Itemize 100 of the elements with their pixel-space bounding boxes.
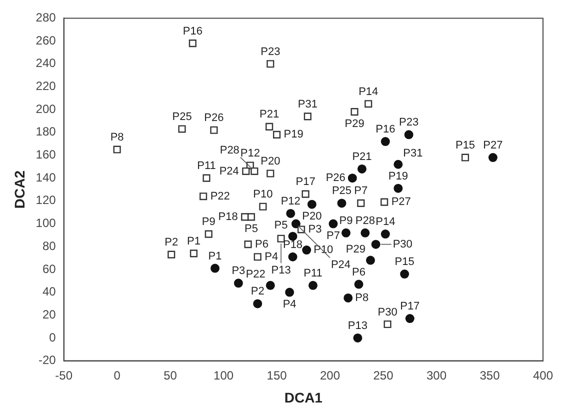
annotation: P24 — [330, 258, 351, 271]
y-tick-label: 80 — [42, 238, 56, 253]
annotation: P20 — [302, 210, 322, 222]
point — [266, 170, 274, 178]
annotation: P13 — [348, 320, 368, 332]
annotation: P19 — [388, 170, 408, 182]
annotation: P8 — [355, 292, 369, 304]
y-tick-label: 280 — [36, 10, 56, 25]
annotation: P18 — [218, 210, 238, 223]
point — [204, 230, 212, 238]
y-tick-label: 40 — [42, 284, 56, 299]
annotation: P4 — [264, 250, 278, 263]
point — [350, 108, 358, 116]
x-tick-label: 0 — [114, 368, 121, 382]
point — [348, 174, 357, 183]
annotation: P7 — [326, 230, 340, 242]
point — [405, 314, 414, 324]
annotation: P3 — [232, 265, 246, 278]
point — [210, 126, 218, 134]
annotation: P21 — [260, 108, 280, 121]
point — [168, 250, 176, 258]
annotation: P4 — [282, 298, 296, 310]
x-tick-label: 400 — [532, 368, 554, 382]
annotation: P27 — [391, 196, 411, 208]
annotation: P25 — [172, 111, 192, 124]
x-tick-label: 150 — [266, 368, 288, 382]
annotation: P13 — [271, 264, 291, 277]
point — [304, 112, 312, 120]
y-tick-label: 220 — [36, 79, 56, 94]
y-tick-label: 60 — [42, 262, 56, 276]
y-axis-title: DCA2 — [11, 170, 28, 209]
annotation: P10 — [253, 188, 273, 201]
x-tick-label: 300 — [426, 368, 447, 382]
annotation: P26 — [204, 112, 224, 124]
annotation: P17 — [400, 300, 420, 313]
annotation: P2 — [250, 286, 264, 298]
point — [364, 100, 372, 108]
point — [286, 208, 296, 218]
point — [307, 200, 316, 209]
point — [380, 137, 390, 146]
point — [461, 154, 470, 162]
annotation: P5 — [274, 219, 288, 232]
annotation: P7 — [354, 185, 368, 198]
y-tick-label: 120 — [36, 193, 56, 208]
y-tick-label: 260 — [36, 33, 56, 48]
point — [244, 240, 252, 248]
y-tick-label: 180 — [36, 124, 56, 139]
point — [380, 230, 390, 239]
x-tick-label: 250 — [373, 368, 394, 382]
annotation: P9 — [339, 214, 353, 227]
annotation: P25 — [332, 185, 352, 198]
x-tick-label: 200 — [320, 368, 340, 382]
y-tick-label: 20 — [42, 307, 56, 322]
annotation: P30 — [392, 238, 412, 250]
annotation: P28 — [220, 144, 240, 156]
point — [371, 240, 380, 249]
annotation: P11 — [304, 267, 322, 280]
point — [253, 299, 262, 308]
annotation: P1 — [186, 235, 200, 248]
point — [266, 122, 274, 130]
annotation: P21 — [352, 150, 372, 163]
point — [394, 160, 403, 169]
annotation: P15 — [394, 256, 414, 268]
annotation: P22 — [210, 190, 230, 202]
point — [357, 199, 365, 207]
x-tick-label: 100 — [214, 368, 234, 382]
y-tick-label: -20 — [38, 353, 56, 368]
point — [302, 190, 310, 198]
point — [266, 60, 274, 68]
annotation: P8 — [110, 132, 124, 144]
point — [188, 40, 196, 48]
point — [277, 234, 285, 242]
point — [344, 293, 353, 302]
annotation: P12 — [280, 196, 300, 208]
annotation: P29 — [346, 243, 366, 256]
point — [259, 202, 267, 210]
point — [384, 320, 392, 328]
point — [394, 184, 403, 193]
point — [254, 253, 262, 261]
point — [404, 130, 414, 140]
point — [400, 270, 410, 279]
point — [250, 167, 258, 176]
annotation: P9 — [202, 216, 216, 228]
point — [241, 213, 249, 221]
annotation: P31 — [403, 147, 423, 160]
annotation: P24 — [219, 165, 239, 178]
annotation: P14 — [358, 86, 378, 98]
point — [360, 228, 370, 238]
annotation: P28 — [355, 214, 375, 227]
annotation: P29 — [344, 118, 364, 130]
annotation: P19 — [284, 128, 304, 141]
x-tick-label: 350 — [480, 368, 500, 382]
point — [202, 174, 210, 182]
point — [210, 264, 220, 273]
point — [302, 246, 312, 255]
point — [178, 125, 186, 133]
y-tick-label: 240 — [36, 56, 56, 70]
point — [242, 167, 250, 176]
annotation: P31 — [298, 98, 318, 110]
point — [328, 219, 338, 228]
